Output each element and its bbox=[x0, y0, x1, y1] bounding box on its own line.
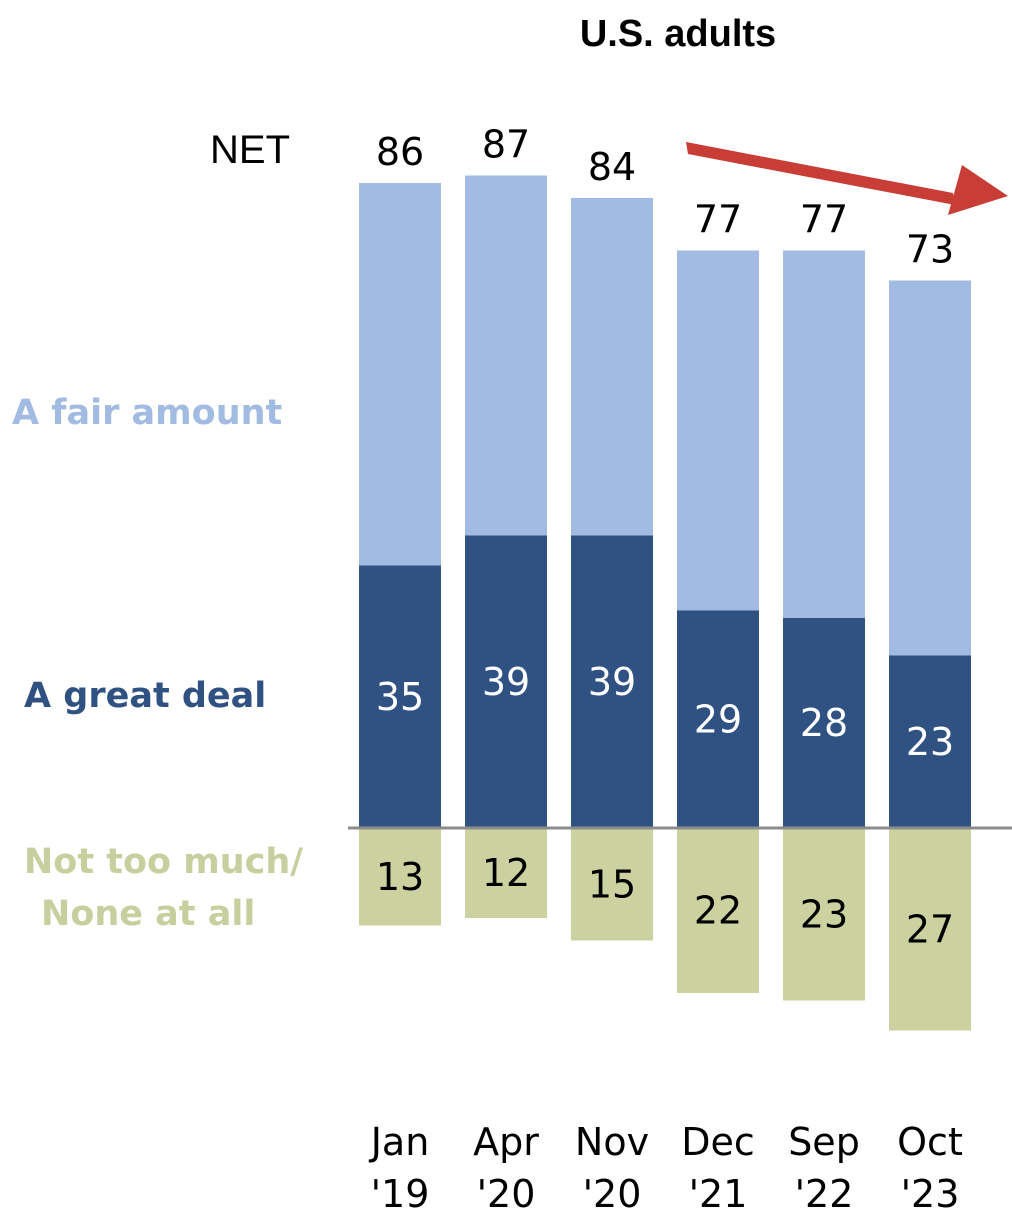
value-label-not-too-much: 13 bbox=[376, 855, 424, 899]
value-label-net: 84 bbox=[588, 145, 636, 189]
bar-great-deal bbox=[571, 535, 653, 828]
bar-fair-amount bbox=[677, 250, 759, 611]
bar-not-too-much bbox=[571, 828, 653, 941]
value-label-net: 86 bbox=[376, 130, 424, 174]
value-label-great-deal: 39 bbox=[482, 660, 530, 704]
category-label-month: Apr bbox=[473, 1120, 539, 1164]
net-row-label: NET bbox=[210, 128, 290, 172]
value-label-great-deal: 35 bbox=[376, 675, 424, 719]
bar-not-too-much bbox=[677, 828, 759, 993]
value-label-net: 77 bbox=[800, 198, 848, 242]
value-label-great-deal: 39 bbox=[588, 660, 636, 704]
bars-group bbox=[359, 175, 971, 1031]
bar-fair-amount bbox=[571, 198, 653, 536]
category-label-year: '22 bbox=[795, 1172, 854, 1216]
bar-fair-amount bbox=[465, 175, 547, 536]
row-label-fair-amount: A fair amount bbox=[12, 393, 282, 433]
bar-fair-amount bbox=[783, 250, 865, 618]
category-label-year: '20 bbox=[477, 1172, 536, 1216]
row-label-not-too-much-line-1: Not too much/ bbox=[24, 842, 303, 882]
category-label-year: '20 bbox=[583, 1172, 642, 1216]
category-label-month: Dec bbox=[681, 1120, 755, 1164]
trend-arrow-shaft bbox=[686, 142, 955, 205]
category-label-month: Jan bbox=[369, 1120, 430, 1164]
value-label-not-too-much: 27 bbox=[906, 907, 954, 951]
value-label-net: 73 bbox=[906, 228, 954, 272]
bar-great-deal bbox=[677, 610, 759, 828]
bar-great-deal bbox=[465, 535, 547, 828]
bar-not-too-much bbox=[359, 828, 441, 926]
bar-fair-amount bbox=[359, 183, 441, 566]
value-label-not-too-much: 23 bbox=[800, 892, 848, 936]
value-labels-group: 35 13 86 39 12 87 39 15 84 29 22 77 28 23 77 23 27 73 bbox=[376, 123, 954, 952]
row-label-not-too-much-line-2: None at all bbox=[41, 894, 255, 934]
category-label-month: Oct bbox=[897, 1120, 963, 1164]
category-label-month: Sep bbox=[788, 1120, 860, 1164]
value-label-great-deal: 23 bbox=[906, 720, 954, 764]
category-label-year: '19 bbox=[371, 1172, 430, 1216]
bar-fair-amount bbox=[889, 280, 971, 656]
row-label-great-deal: A great deal bbox=[24, 676, 266, 716]
bar-not-too-much bbox=[889, 828, 971, 1031]
value-label-not-too-much: 12 bbox=[482, 851, 530, 895]
value-label-not-too-much: 22 bbox=[694, 889, 742, 933]
category-labels-group: Jan '19 Apr '20 Nov '20 Dec '21 Sep '22 Oct '23 bbox=[369, 1120, 963, 1216]
bar-great-deal bbox=[889, 655, 971, 828]
category-label-month: Nov bbox=[575, 1120, 649, 1164]
value-label-great-deal: 29 bbox=[694, 697, 742, 741]
value-label-net: 77 bbox=[694, 198, 742, 242]
bar-not-too-much bbox=[465, 828, 547, 918]
bar-not-too-much bbox=[783, 828, 865, 1001]
trend-arrow bbox=[686, 142, 1008, 215]
bar-great-deal bbox=[783, 618, 865, 828]
trend-arrow-head bbox=[948, 165, 1008, 215]
category-label-year: '21 bbox=[689, 1172, 748, 1216]
chart-title: U.S. adults bbox=[580, 13, 776, 55]
bar-great-deal bbox=[359, 565, 441, 828]
value-label-great-deal: 28 bbox=[800, 701, 848, 745]
value-label-net: 87 bbox=[482, 123, 530, 167]
row-label-not-too-much: Not too much/ None at all bbox=[24, 842, 315, 934]
value-label-not-too-much: 15 bbox=[588, 862, 636, 906]
category-label-year: '23 bbox=[901, 1172, 960, 1216]
